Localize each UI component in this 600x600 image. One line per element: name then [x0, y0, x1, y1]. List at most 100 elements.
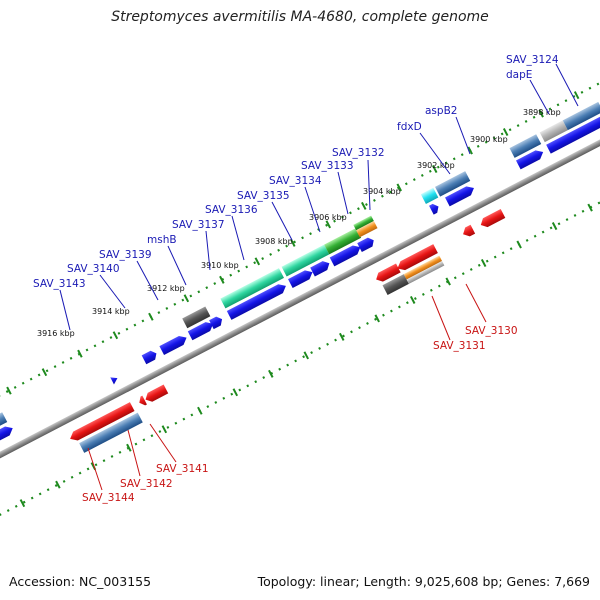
major-tick — [197, 406, 203, 415]
cds-forward[interactable] — [310, 259, 331, 277]
gene-bar-forward[interactable] — [420, 187, 439, 205]
leader-line-forward — [555, 63, 579, 107]
cds-reverse[interactable] — [461, 224, 476, 239]
gene-bar-reverse[interactable] — [406, 261, 445, 284]
kbp-position-label: 3916 kbp — [37, 329, 75, 338]
kbp-position-label: 3900 kbp — [470, 135, 508, 144]
kbp-position-label: 3904 kbp — [363, 187, 401, 196]
leader-line-reverse — [431, 295, 451, 341]
gene-bar-forward[interactable] — [182, 306, 211, 329]
major-tick — [396, 183, 402, 192]
cds-forward[interactable] — [357, 236, 376, 253]
gene-label-forward[interactable]: SAV_3135 — [237, 190, 290, 202]
leader-line-forward — [167, 245, 187, 286]
gene-bar-forward[interactable] — [539, 120, 568, 143]
gene-label-reverse[interactable]: SAV_3130 — [465, 325, 518, 337]
gene-bar-forward[interactable] — [324, 227, 362, 255]
leader-line-forward — [304, 186, 321, 233]
cds-forward[interactable] — [187, 319, 216, 341]
cds-reverse[interactable] — [68, 402, 135, 443]
gene-label-forward[interactable]: SAV_3136 — [205, 204, 258, 216]
gene-label-forward[interactable]: SAV_3143 — [33, 278, 86, 290]
major-tick — [219, 275, 225, 284]
gene-bar-forward[interactable] — [353, 215, 374, 231]
major-tick — [480, 259, 487, 268]
major-tick — [268, 369, 274, 378]
reverse-tick-axis — [0, 141, 600, 542]
major-tick — [112, 331, 119, 340]
cds-reverse[interactable] — [137, 395, 147, 408]
gene-bar-forward[interactable] — [281, 244, 330, 277]
gene-label-reverse[interactable]: SAV_3131 — [433, 340, 486, 352]
map-title: Streptomyces avermitilis MA-4680, comple… — [111, 9, 489, 25]
kbp-position-label: 3906 kbp — [309, 213, 347, 222]
major-tick — [254, 257, 261, 266]
kbp-position-label: 3902 kbp — [417, 161, 455, 170]
cds-forward[interactable] — [329, 243, 363, 267]
major-tick — [232, 388, 239, 397]
gene-label-forward[interactable]: mshB — [147, 234, 177, 246]
gene-bar-forward[interactable] — [220, 268, 284, 309]
leader-line-forward — [455, 116, 471, 155]
cds-forward[interactable] — [159, 333, 188, 355]
gene-bar-reverse[interactable] — [382, 274, 409, 295]
cds-forward[interactable] — [226, 281, 288, 320]
major-tick — [502, 128, 509, 137]
major-tick — [374, 314, 380, 323]
cds-forward[interactable] — [110, 375, 119, 385]
major-tick — [445, 277, 451, 286]
leader-line-forward — [99, 274, 126, 309]
gene-label-forward[interactable]: SAV_3133 — [301, 160, 354, 172]
gene-label-forward[interactable]: SAV_3137 — [172, 219, 225, 231]
gene-label-reverse[interactable]: SAV_3144 — [82, 492, 135, 504]
major-tick — [6, 386, 12, 395]
cds-forward[interactable] — [209, 315, 224, 330]
major-tick — [161, 425, 168, 434]
gene-bar-reverse[interactable] — [403, 255, 443, 280]
gene-bar-reverse[interactable] — [79, 412, 143, 453]
major-tick — [303, 351, 310, 360]
gene-label-forward[interactable]: SAV_3124 — [506, 54, 559, 66]
cds-forward[interactable] — [0, 424, 15, 454]
major-tick — [183, 294, 190, 303]
gene-label-forward[interactable]: SAV_3134 — [269, 175, 322, 187]
major-tick — [409, 295, 416, 304]
gene-label-forward[interactable]: fdxD — [397, 121, 422, 133]
accession-text: Accession: NC_003155 — [9, 574, 152, 589]
leader-line-forward — [529, 79, 550, 115]
gene-bar-forward[interactable] — [435, 171, 471, 197]
cds-forward[interactable] — [546, 110, 600, 154]
gene-bar-forward[interactable] — [509, 134, 542, 158]
gene-label-reverse[interactable]: SAV_3141 — [156, 463, 209, 475]
major-tick — [467, 146, 473, 155]
cds-forward[interactable] — [141, 349, 159, 365]
cds-reverse[interactable] — [374, 263, 401, 284]
leader-line-forward — [419, 132, 451, 175]
major-tick — [325, 220, 332, 229]
kbp-position-label: 3914 kbp — [92, 307, 130, 316]
gene-bar-forward[interactable] — [356, 220, 378, 238]
cds-reverse[interactable] — [479, 209, 506, 229]
gene-label-forward[interactable]: SAV_3132 — [332, 147, 385, 159]
major-tick — [126, 443, 132, 452]
leader-line-forward — [205, 230, 211, 271]
gene-label-reverse[interactable]: SAV_3142 — [120, 478, 173, 490]
kbp-position-label: 3912 kbp — [147, 284, 185, 293]
gene-label-forward[interactable]: dapE — [506, 69, 532, 81]
gene-bar-forward[interactable] — [562, 101, 600, 131]
cds-forward[interactable] — [515, 148, 545, 170]
gene-label-forward[interactable]: SAV_3139 — [99, 249, 152, 261]
cds-reverse[interactable] — [395, 244, 438, 273]
leader-line-forward — [136, 260, 159, 301]
gene-label-forward[interactable]: aspB2 — [425, 105, 457, 117]
major-tick — [339, 332, 345, 341]
cds-forward[interactable] — [445, 184, 476, 207]
major-tick — [516, 240, 522, 249]
major-tick — [431, 164, 438, 173]
major-tick — [551, 222, 558, 231]
gene-label-forward[interactable]: SAV_3140 — [67, 263, 120, 275]
cds-forward[interactable] — [429, 202, 441, 215]
cds-reverse[interactable] — [143, 384, 169, 404]
cds-forward[interactable] — [288, 268, 315, 289]
chromosome-backbone — [0, 93, 600, 496]
